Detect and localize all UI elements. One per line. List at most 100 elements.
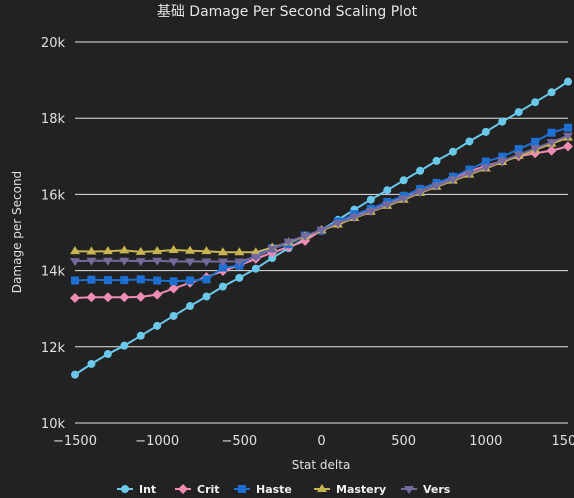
data-point-int[interactable] [251,264,260,273]
data-point-haste[interactable] [87,275,96,284]
legend-item-haste[interactable]: Haste [234,483,292,496]
data-point-haste[interactable] [481,157,490,166]
data-point-crit[interactable] [70,293,80,304]
data-point-haste[interactable] [153,276,162,285]
data-point-vers[interactable] [86,257,97,266]
data-point-mastery[interactable] [86,246,97,255]
data-point-int[interactable] [71,370,79,379]
data-point-int[interactable] [235,273,244,282]
data-point-vers[interactable] [217,258,228,267]
data-point-mastery[interactable] [250,247,261,256]
data-point-vers[interactable] [267,245,278,254]
data-point-vers[interactable] [398,195,409,204]
data-point-haste[interactable] [531,137,540,146]
data-point-int[interactable] [136,331,145,340]
data-point-vers[interactable] [464,170,475,179]
data-point-int[interactable] [416,166,425,175]
data-point-int[interactable] [186,302,195,311]
data-point-vers[interactable] [497,157,508,166]
data-point-crit[interactable] [86,292,97,303]
data-point-haste[interactable] [120,276,129,285]
legend-marker-crit[interactable] [178,484,188,494]
data-point-int[interactable] [481,127,490,136]
data-point-int[interactable] [268,254,277,263]
data-point-mastery[interactable] [185,245,196,254]
data-point-int[interactable] [564,77,572,86]
data-point-int[interactable] [202,292,211,301]
data-point-vers[interactable] [135,258,146,267]
data-point-int[interactable] [514,108,523,117]
data-point-crit[interactable] [563,141,573,152]
data-point-int[interactable] [465,137,474,146]
legend-item-crit[interactable]: Crit [175,483,220,496]
data-point-int[interactable] [87,359,96,368]
data-point-vers[interactable] [168,258,179,267]
data-point-vers[interactable] [119,257,130,266]
data-point-vers[interactable] [332,219,343,228]
data-point-int[interactable] [366,195,375,204]
data-point-vers[interactable] [185,258,196,267]
data-point-int[interactable] [120,341,129,350]
data-point-mastery[interactable] [102,246,113,255]
data-point-mastery[interactable] [152,246,163,255]
data-point-vers[interactable] [300,232,311,241]
data-point-haste[interactable] [186,276,195,285]
data-point-crit[interactable] [152,289,163,300]
data-point-crit[interactable] [546,145,557,156]
data-point-vers[interactable] [349,214,360,223]
data-point-int[interactable] [103,350,112,359]
data-point-vers[interactable] [102,257,113,266]
data-point-vers[interactable] [234,258,245,267]
data-point-mastery[interactable] [119,245,130,254]
data-point-vers[interactable] [152,257,163,266]
legend-item-mastery[interactable]: Mastery [314,483,386,496]
legend-marker-int[interactable] [121,485,129,493]
data-point-int[interactable] [153,321,162,330]
data-point-vers[interactable] [513,151,524,160]
data-point-vers[interactable] [316,226,327,235]
data-point-haste[interactable] [564,123,572,132]
data-point-int[interactable] [531,98,540,107]
data-point-mastery[interactable] [201,246,212,255]
data-point-haste[interactable] [498,152,507,161]
legend-marker-haste[interactable] [238,485,246,493]
legend[interactable]: Int Crit Haste Mastery Vers [117,483,451,496]
data-point-mastery[interactable] [217,247,228,256]
data-point-int[interactable] [432,156,441,165]
data-point-int[interactable] [399,176,408,185]
data-point-haste[interactable] [71,276,79,285]
data-point-mastery[interactable] [135,246,146,255]
data-point-vers[interactable] [382,201,393,210]
data-point-crit[interactable] [119,292,130,303]
data-point-mastery[interactable] [168,245,179,254]
data-point-vers[interactable] [201,258,212,267]
data-point-vers[interactable] [546,139,557,148]
data-point-int[interactable] [498,117,507,126]
data-point-int[interactable] [383,186,392,195]
data-point-vers[interactable] [283,238,294,247]
data-point-haste[interactable] [514,145,523,154]
data-point-mastery[interactable] [70,246,80,255]
data-point-vers[interactable] [365,208,376,217]
data-point-crit[interactable] [168,283,179,294]
data-point-haste[interactable] [202,275,211,284]
data-point-vers[interactable] [447,176,458,185]
data-point-vers[interactable] [530,145,541,154]
data-point-int[interactable] [448,147,457,156]
data-point-crit[interactable] [135,291,146,302]
data-point-vers[interactable] [480,164,491,173]
data-point-haste[interactable] [136,275,145,284]
data-point-int[interactable] [218,282,227,291]
legend-item-vers[interactable]: Vers [401,483,451,496]
data-point-int[interactable] [169,311,178,320]
data-point-haste[interactable] [103,276,112,285]
legend-marker-vers[interactable] [404,486,414,494]
data-point-int[interactable] [547,88,556,97]
data-point-crit[interactable] [102,292,113,303]
data-point-vers[interactable] [415,189,426,198]
data-point-mastery[interactable] [234,247,245,256]
data-point-vers[interactable] [563,132,573,141]
data-point-vers[interactable] [250,253,261,262]
legend-marker-mastery[interactable] [317,484,327,492]
data-point-vers[interactable] [70,258,80,267]
